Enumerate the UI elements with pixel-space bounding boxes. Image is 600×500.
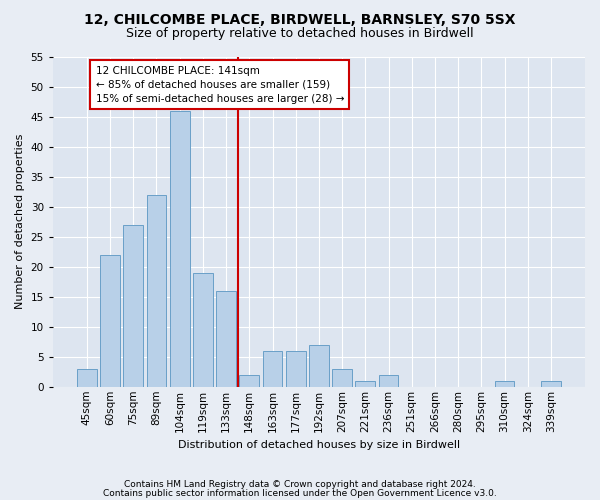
Bar [77, 368, 97, 387]
Bar [239, 375, 259, 387]
Bar [263, 350, 283, 387]
Bar [124, 224, 143, 387]
X-axis label: Distribution of detached houses by size in Birdwell: Distribution of detached houses by size … [178, 440, 460, 450]
Bar [379, 375, 398, 387]
Bar [332, 368, 352, 387]
Bar [355, 381, 375, 387]
Bar [541, 381, 561, 387]
Bar [286, 350, 305, 387]
Bar [146, 194, 166, 387]
Bar [309, 344, 329, 387]
Y-axis label: Number of detached properties: Number of detached properties [15, 134, 25, 310]
Text: Contains public sector information licensed under the Open Government Licence v3: Contains public sector information licen… [103, 489, 497, 498]
Bar [193, 272, 213, 387]
Bar [100, 254, 120, 387]
Text: Contains HM Land Registry data © Crown copyright and database right 2024.: Contains HM Land Registry data © Crown c… [124, 480, 476, 489]
Text: Size of property relative to detached houses in Birdwell: Size of property relative to detached ho… [126, 28, 474, 40]
Bar [216, 290, 236, 387]
Bar [494, 381, 514, 387]
Text: 12 CHILCOMBE PLACE: 141sqm
← 85% of detached houses are smaller (159)
15% of sem: 12 CHILCOMBE PLACE: 141sqm ← 85% of deta… [96, 66, 344, 104]
Text: 12, CHILCOMBE PLACE, BIRDWELL, BARNSLEY, S70 5SX: 12, CHILCOMBE PLACE, BIRDWELL, BARNSLEY,… [84, 12, 516, 26]
Bar [170, 110, 190, 387]
